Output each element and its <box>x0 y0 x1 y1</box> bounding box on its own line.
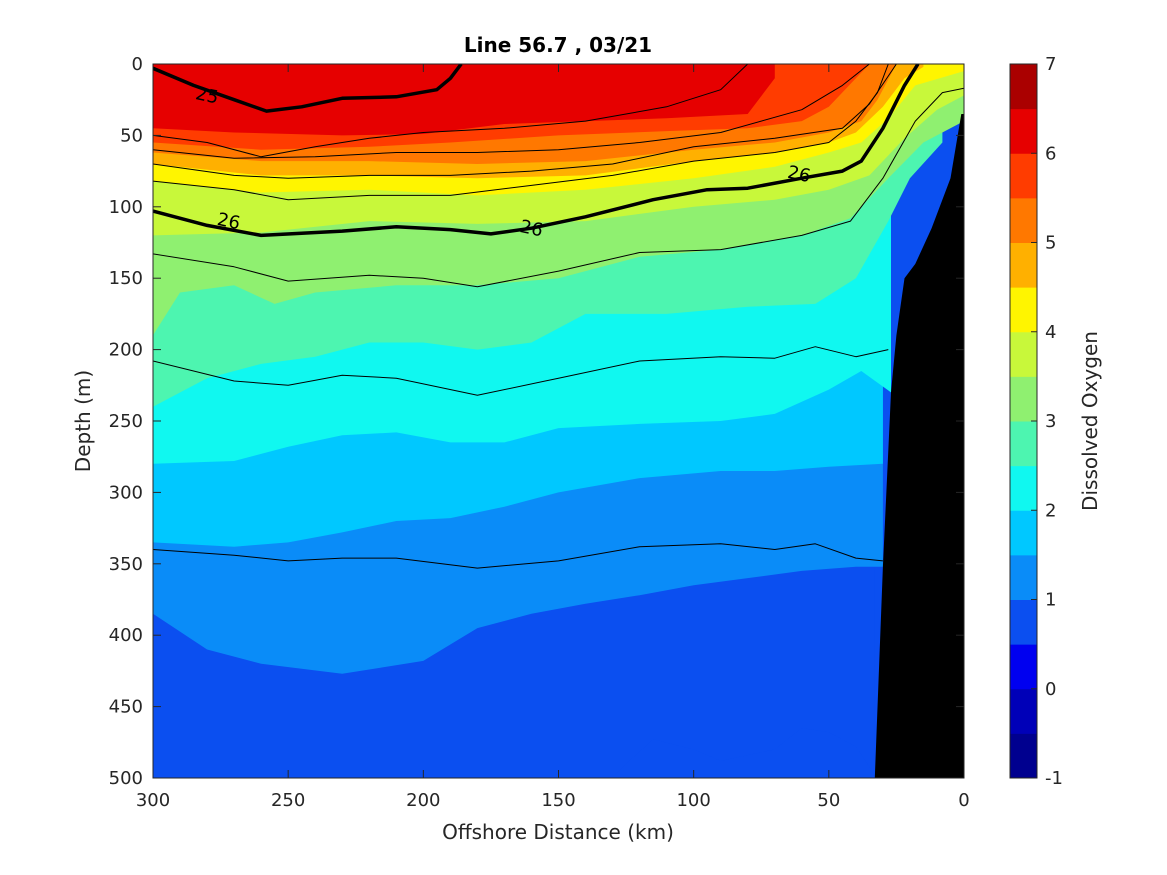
chart-title: Line 56.7 , 03/21 <box>464 33 652 57</box>
isopycnal-line <box>153 64 889 201</box>
plot-area <box>153 64 964 778</box>
colorbar-swatch <box>1010 421 1037 467</box>
oxygen-band-6 <box>153 64 775 136</box>
bathymetry-seafloor <box>874 114 964 778</box>
x-tick-label: 100 <box>676 790 710 811</box>
colorbar-tick-label: 1 <box>1045 590 1056 611</box>
colorbar-swatch <box>1010 599 1037 645</box>
isopycnal-line <box>153 64 870 159</box>
isopycnal-bold-line <box>153 64 920 238</box>
colorbar-swatch <box>1010 376 1037 422</box>
y-tick-label: 250 <box>109 411 143 432</box>
colorbar-swatch <box>1010 197 1037 243</box>
colorbar-tick-label: -1 <box>1045 768 1063 789</box>
x-tick-label: 250 <box>271 790 305 811</box>
contour-label-26: 26 <box>518 216 545 241</box>
colorbar-ticks: 7 6 5 4 3 2 1 0 -1 <box>1031 54 1063 789</box>
colorbar-swatch <box>1010 688 1037 734</box>
contour-label-26: 26 <box>215 209 242 234</box>
x-tick-label: 0 <box>958 790 969 811</box>
isopycnal-line <box>153 64 749 158</box>
colorbar: 7 6 5 4 3 2 1 0 -1 Dissolved Oxygen <box>1009 54 1102 789</box>
colorbar-tick-label: 5 <box>1045 233 1056 254</box>
colorbar-tick-label: 4 <box>1045 322 1056 343</box>
colorbar-swatch <box>1010 644 1037 690</box>
y-tick-label: 200 <box>109 340 143 361</box>
contour-labels: 25 26 26 26 <box>194 83 813 241</box>
x-tick-label: 300 <box>136 790 170 811</box>
contour-label-25: 25 <box>194 83 221 108</box>
x-tick-label: 50 <box>817 790 840 811</box>
colorbar-tick-label: 2 <box>1045 500 1056 521</box>
colorbar-swatch <box>1010 510 1037 556</box>
colorbar-swatch <box>1010 108 1037 154</box>
colorbar-tick-label: 0 <box>1045 679 1056 700</box>
x-tick-label: 150 <box>541 790 575 811</box>
isopycnal-line <box>153 543 883 569</box>
colorbar-swatch <box>1010 153 1037 199</box>
colorbar-swatch <box>1010 242 1037 288</box>
isopycnal-line <box>153 346 889 396</box>
y-tick-label: 50 <box>120 125 143 146</box>
x-axis-ticks: 300 250 200 150 100 50 0 <box>136 64 970 811</box>
y-tick-label: 500 <box>109 768 143 789</box>
isopycnal-line <box>153 64 897 179</box>
y-tick-label: 350 <box>109 554 143 575</box>
y-tick-label: 300 <box>109 482 143 503</box>
colorbar-tick-label: 6 <box>1045 143 1056 164</box>
colorbar-swatch <box>1010 733 1037 779</box>
colorbar-swatch <box>1010 331 1037 377</box>
contour-label-26: 26 <box>786 162 813 187</box>
y-tick-label: 450 <box>109 697 143 718</box>
colorbar-swatch <box>1010 465 1037 511</box>
colorbar-swatch <box>1010 64 1037 110</box>
y-axis-ticks: 0 50 100 150 200 250 300 350 400 450 500 <box>109 54 964 789</box>
colorbar-swatch <box>1010 554 1037 600</box>
colorbar-tick-label: 3 <box>1045 411 1056 432</box>
y-axis-label: Depth (m) <box>71 370 95 472</box>
x-axis-label: Offshore Distance (km) <box>442 820 674 844</box>
x-tick-label: 200 <box>406 790 440 811</box>
y-tick-label: 150 <box>109 268 143 289</box>
y-tick-label: 0 <box>132 54 143 75</box>
colorbar-swatches <box>1010 64 1037 779</box>
colorbar-swatch <box>1010 287 1037 333</box>
isopycnal-line <box>153 87 964 288</box>
isopycnal-bold-line <box>153 64 463 113</box>
colorbar-tick-label: 7 <box>1045 54 1056 75</box>
colorbar-label: Dissolved Oxygen <box>1078 331 1102 511</box>
y-tick-label: 100 <box>109 197 143 218</box>
y-tick-label: 400 <box>109 625 143 646</box>
isopycnal-lines <box>153 64 964 569</box>
